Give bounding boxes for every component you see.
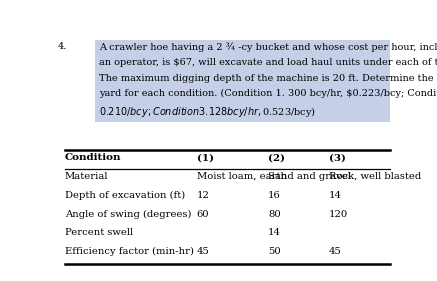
Text: $0.210/bcy; Condition 3. 128 bcy/hr, $0.523/bcy): $0.210/bcy; Condition 3. 128 bcy/hr, $0.…: [99, 105, 316, 119]
Text: Efficiency factor (min-hr): Efficiency factor (min-hr): [65, 247, 194, 256]
Text: 120: 120: [329, 210, 348, 219]
Text: (1): (1): [197, 153, 214, 162]
Text: 12: 12: [197, 191, 210, 200]
Text: 60: 60: [197, 210, 209, 219]
Text: (3): (3): [329, 153, 346, 162]
Text: Sand and gravel: Sand and gravel: [268, 172, 351, 181]
Text: Rock, well blasted: Rock, well blasted: [329, 172, 421, 181]
Text: (2): (2): [268, 153, 285, 162]
Text: Depth of excavation (ft): Depth of excavation (ft): [65, 191, 185, 200]
Text: Percent swell: Percent swell: [65, 228, 133, 237]
Text: 14: 14: [268, 228, 281, 237]
Text: 50: 50: [268, 247, 281, 256]
Text: 80: 80: [268, 210, 281, 219]
Text: 16: 16: [268, 191, 281, 200]
Text: Angle of swing (degrees): Angle of swing (degrees): [65, 210, 191, 219]
Text: Condition: Condition: [65, 153, 121, 162]
Text: yard for each condition. (Condition 1. 300 bcy/hr, $0.223/bcy; Condition 2. 319 : yard for each condition. (Condition 1. 3…: [99, 89, 437, 98]
Text: A crawler hoe having a 2 ¾ -cy bucket and whose cost per hour, including the wag: A crawler hoe having a 2 ¾ -cy bucket an…: [99, 42, 437, 52]
Bar: [95, 40, 390, 123]
Text: Moist loam, earth: Moist loam, earth: [197, 172, 287, 181]
Text: 45: 45: [329, 247, 342, 256]
Text: 4.: 4.: [58, 42, 67, 51]
Text: 45: 45: [197, 247, 210, 256]
Text: Material: Material: [65, 172, 108, 181]
Text: The maximum digging depth of the machine is 20 ft. Determine the cost per bank c: The maximum digging depth of the machine…: [99, 74, 437, 83]
Text: 14: 14: [329, 191, 342, 200]
Text: an operator, is $67, will excavate and load haul units under each of the stated : an operator, is $67, will excavate and l…: [99, 58, 437, 67]
